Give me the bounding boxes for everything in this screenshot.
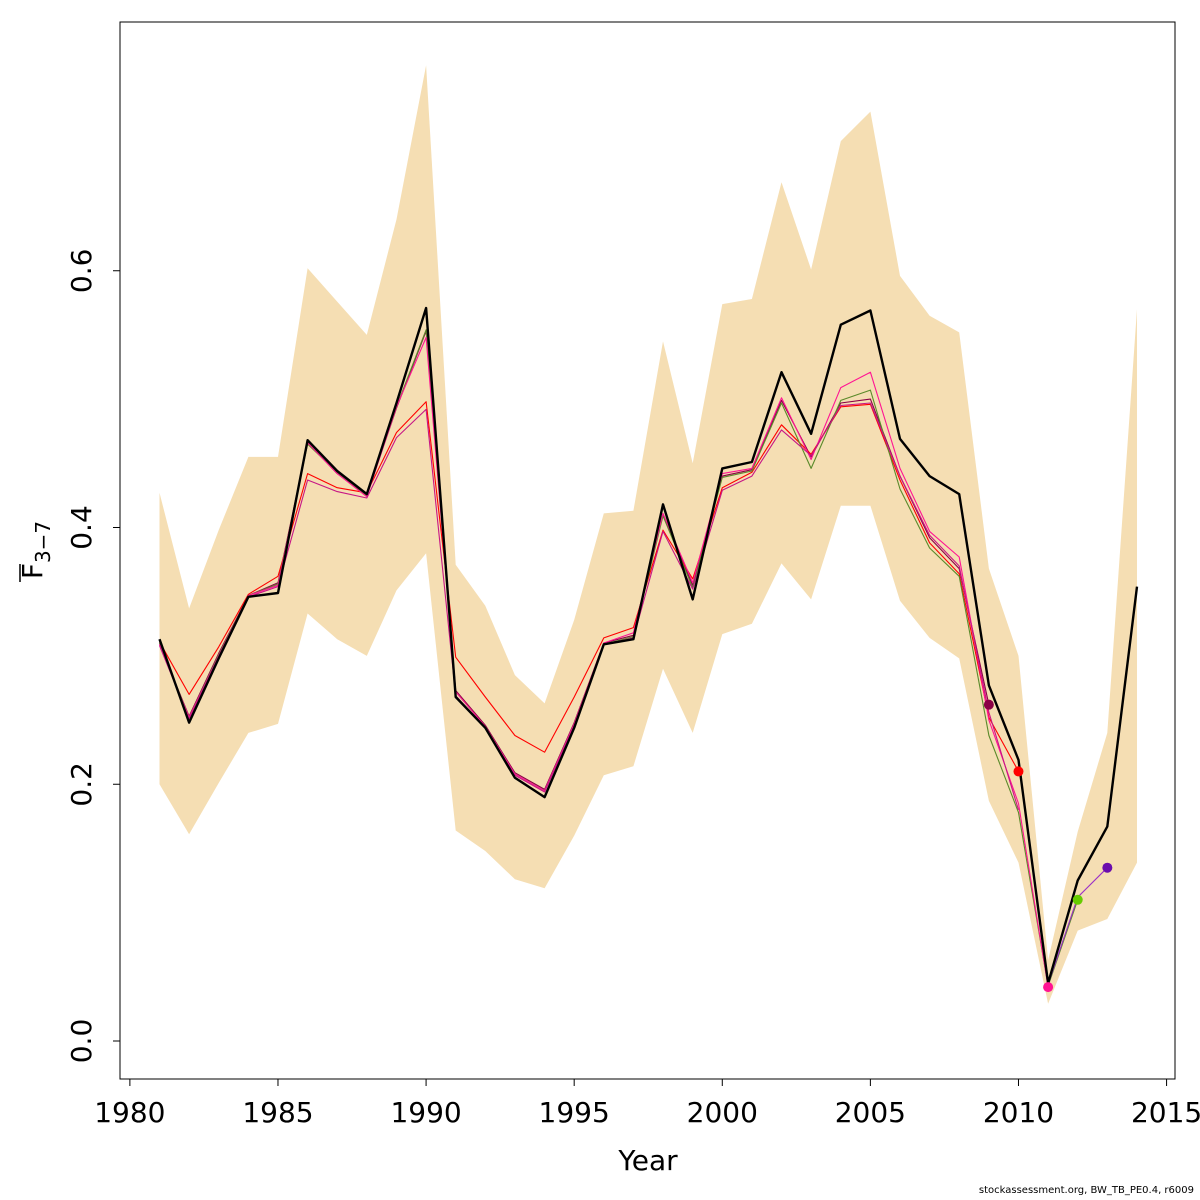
x-tick-label-1985: 1985 bbox=[242, 1096, 313, 1129]
y-axis-label-main: F bbox=[16, 563, 49, 579]
marker-layer bbox=[983, 699, 1113, 993]
x-tick-label-2015: 2015 bbox=[1131, 1096, 1200, 1129]
point-marker-2013 bbox=[1102, 862, 1113, 873]
x-tick-label-2000: 2000 bbox=[687, 1096, 758, 1129]
point-marker-2012 bbox=[1072, 894, 1083, 905]
x-tick-label-1990: 1990 bbox=[390, 1096, 461, 1129]
series-line-6 bbox=[158, 306, 1139, 985]
y-axis-label-sub: 3−7 bbox=[31, 521, 55, 563]
y-axis: 0.0 0.2 0.4 0.6 bbox=[65, 249, 121, 1064]
series-line-1 bbox=[159, 401, 1019, 772]
x-tick-label-2005: 2005 bbox=[835, 1096, 906, 1129]
point-marker-2010 bbox=[1013, 766, 1024, 777]
x-tick-label-2010: 2010 bbox=[983, 1096, 1054, 1129]
confidence-band-layer bbox=[159, 65, 1137, 1004]
x-tick-label-1980: 1980 bbox=[94, 1096, 165, 1129]
svg-text:F3−7: F3−7 bbox=[16, 521, 55, 579]
confidence-band bbox=[159, 65, 1137, 1004]
x-tick-label-1995: 1995 bbox=[539, 1096, 610, 1129]
series-layer bbox=[158, 306, 1139, 988]
y-tick-label-2: 0.4 bbox=[65, 505, 98, 550]
y-tick-label-3: 0.6 bbox=[65, 249, 98, 294]
y-axis-label: F3−7 bbox=[16, 521, 55, 582]
y-tick-label-0: 0.0 bbox=[65, 1019, 98, 1064]
point-marker-2011 bbox=[1043, 982, 1054, 993]
x-axis: 1980 1985 1990 1995 2000 2005 2010 2015 bbox=[94, 1078, 1200, 1129]
x-axis-label: Year bbox=[617, 1144, 678, 1177]
y-tick-label-1: 0.2 bbox=[65, 762, 98, 807]
point-marker-2009 bbox=[983, 699, 994, 710]
footer-credit: stockassessment.org, BW_TB_PE0.4, r6009 bbox=[978, 1185, 1194, 1196]
series-line-2 bbox=[158, 329, 1079, 987]
